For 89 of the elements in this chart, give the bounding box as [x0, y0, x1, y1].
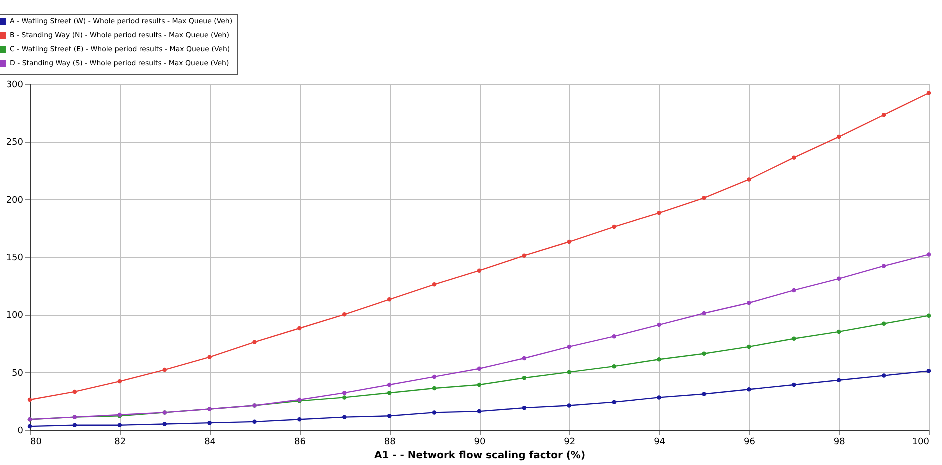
point	[72, 423, 78, 428]
y-tick-label: 100	[6, 311, 24, 322]
point	[882, 113, 886, 118]
point	[432, 410, 437, 415]
point	[522, 356, 527, 361]
point	[792, 336, 796, 342]
point	[612, 400, 616, 404]
y-tick-label: 250	[6, 138, 24, 148]
point	[702, 352, 706, 356]
y-tick-label: 300	[6, 80, 24, 90]
point	[342, 396, 347, 400]
point	[612, 224, 616, 230]
x-tick-label: 88	[384, 438, 396, 448]
point	[208, 420, 212, 426]
point	[836, 330, 842, 334]
point	[702, 311, 706, 316]
point	[747, 301, 752, 306]
point	[567, 240, 572, 244]
point	[926, 252, 932, 257]
point	[926, 314, 932, 318]
x-tick-label: 96	[744, 438, 756, 448]
x-tick-label: 94	[654, 438, 666, 448]
point	[792, 382, 796, 388]
point	[28, 424, 32, 429]
point	[162, 368, 167, 372]
y-tick-label: 50	[12, 368, 24, 379]
point	[882, 322, 886, 326]
x-tick-label: 90	[474, 438, 486, 448]
x-tick-label: 100	[912, 438, 930, 448]
point	[208, 355, 212, 360]
point	[522, 376, 527, 380]
point	[882, 374, 886, 378]
point	[252, 340, 257, 344]
y-tick-label: 150	[6, 254, 24, 264]
point	[747, 178, 752, 182]
y-tick-label: 0	[18, 426, 24, 436]
point	[118, 379, 122, 384]
point	[432, 374, 437, 380]
point	[477, 409, 482, 414]
point	[836, 378, 842, 383]
point	[298, 326, 302, 331]
point	[28, 398, 32, 402]
point	[926, 91, 932, 96]
point	[162, 422, 167, 426]
point	[342, 415, 347, 420]
point	[792, 288, 796, 293]
point	[477, 268, 482, 273]
point	[747, 344, 752, 350]
point	[567, 344, 572, 350]
y-tick-label: 200	[6, 196, 24, 206]
x-tick-label: 86	[294, 438, 306, 448]
point	[387, 390, 392, 396]
point	[657, 396, 662, 400]
point	[882, 264, 886, 268]
point	[657, 358, 662, 362]
point	[522, 406, 527, 410]
point	[747, 388, 752, 392]
point	[657, 211, 662, 216]
point	[72, 390, 78, 394]
point	[836, 276, 842, 282]
point	[702, 196, 706, 200]
x-axis-title: A1 - - Network flow scaling factor (%)	[374, 450, 586, 462]
x-tick-label: 80	[30, 438, 42, 448]
point	[432, 386, 437, 391]
point	[836, 134, 842, 140]
point	[926, 369, 932, 374]
point	[387, 414, 392, 418]
x-tick-label: 92	[564, 438, 576, 448]
point	[792, 156, 796, 160]
point	[477, 382, 482, 388]
x-tick-label: 82	[114, 438, 126, 448]
point	[387, 298, 392, 302]
point	[342, 390, 347, 396]
point	[567, 370, 572, 374]
point	[657, 322, 662, 328]
point	[252, 420, 257, 424]
point	[567, 404, 572, 408]
point	[432, 282, 437, 287]
x-tick-label: 98	[834, 438, 846, 448]
point	[702, 392, 706, 396]
point	[387, 382, 392, 388]
point	[522, 254, 527, 258]
point	[298, 418, 302, 422]
point	[342, 312, 347, 317]
point	[612, 364, 616, 369]
point	[477, 366, 482, 371]
point	[612, 334, 616, 339]
x-tick-label: 84	[204, 438, 216, 448]
point	[118, 423, 122, 428]
